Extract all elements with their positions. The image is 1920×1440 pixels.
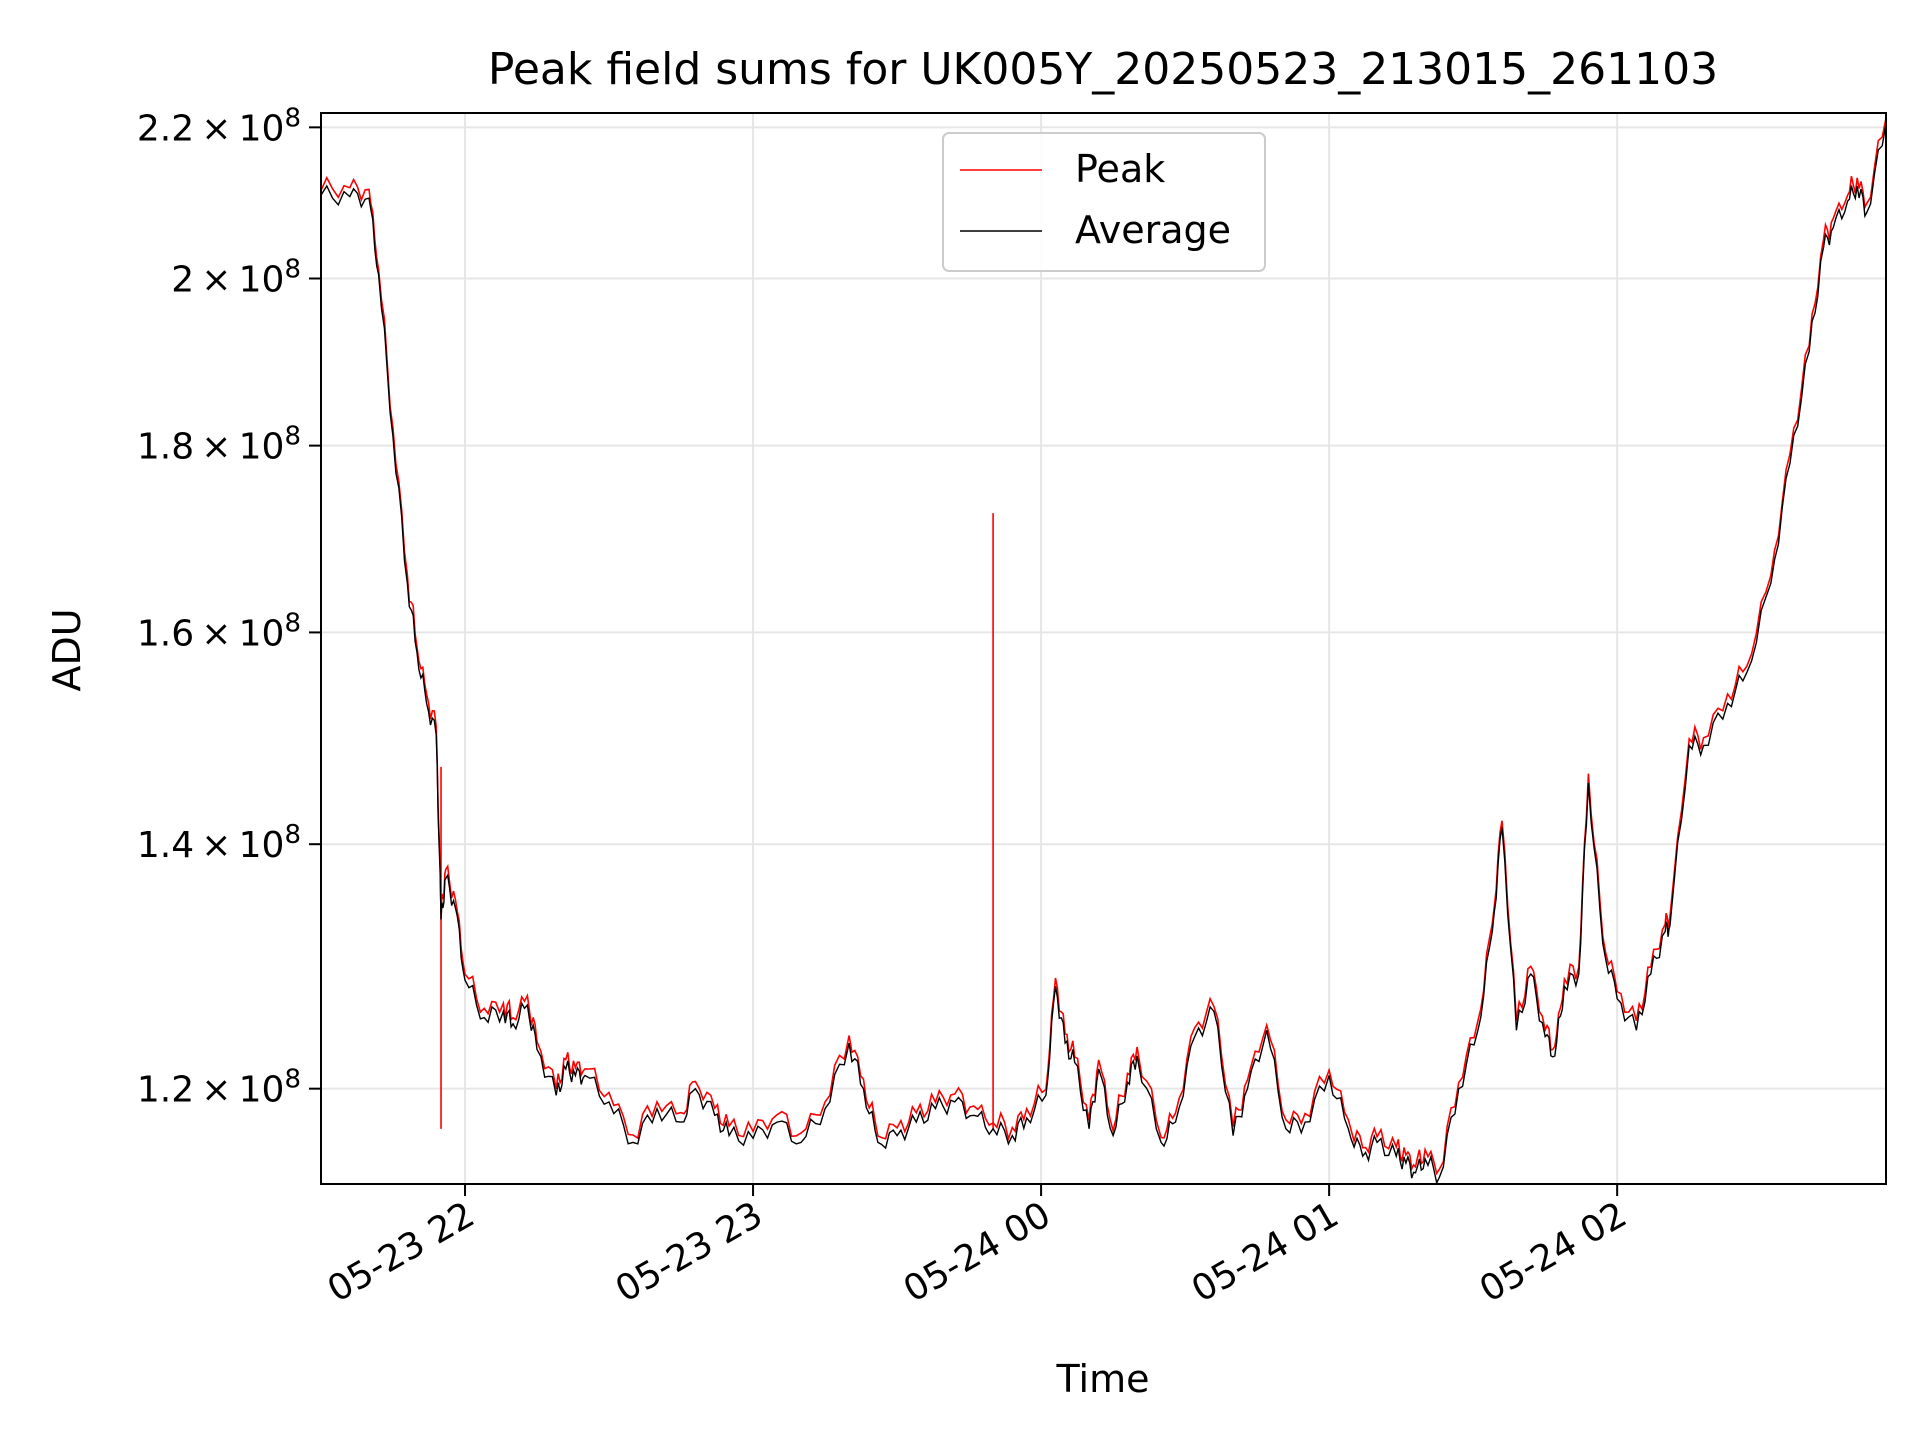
y-tick-label: 1.8 × 108 [137, 422, 301, 468]
chart-title: Peak field sums for UK005Y_20250523_2130… [488, 44, 1718, 95]
y-tick-label: 1.2 × 108 [137, 1065, 301, 1111]
y-tick-label: 2.2 × 108 [137, 103, 301, 149]
y-tick-label: 1.6 × 108 [137, 608, 301, 654]
y-axis-ticks: 1.2 × 108 1.4 × 108 1.6 × 108 1.8 × 108 2 × … [137, 103, 321, 1111]
legend-peak-label: Peak [1075, 147, 1165, 191]
plot-frame [320, 112, 1887, 1185]
y-axis-label: ADU [45, 608, 89, 691]
y-tick-label: 1.4 × 108 [137, 820, 301, 866]
legend: Peak Average [942, 132, 1266, 272]
x-axis-label: Time [1056, 1357, 1150, 1401]
grid-lines [321, 113, 1886, 1184]
series-lines [320, 118, 1887, 1186]
y-tick-label: 2 × 108 [171, 255, 301, 301]
series-peak-line [320, 118, 1887, 1176]
series-average-line [320, 123, 1887, 1186]
legend-average-label: Average [1075, 208, 1231, 252]
legend-box [942, 132, 1266, 272]
